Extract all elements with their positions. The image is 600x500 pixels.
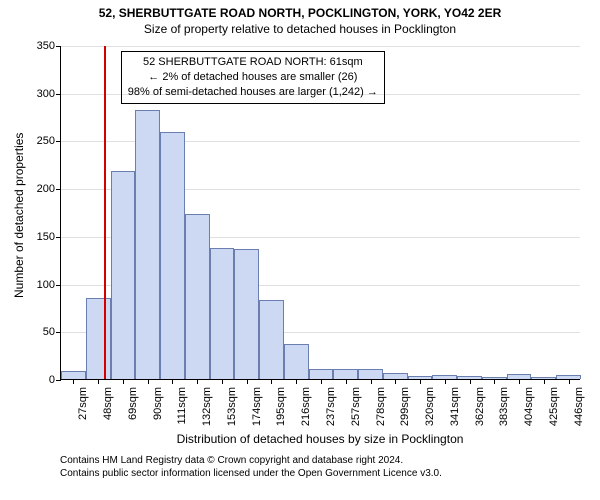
histogram-bar xyxy=(185,214,210,379)
x-tick-mark xyxy=(395,379,396,384)
x-tick-mark xyxy=(98,379,99,384)
property-size-histogram: 52, SHERBUTTGATE ROAD NORTH, POCKLINGTON… xyxy=(0,0,600,500)
x-tick-mark xyxy=(123,379,124,384)
histogram-bar xyxy=(210,248,235,379)
histogram-bar xyxy=(259,300,284,379)
y-tick-label: 350 xyxy=(37,40,61,52)
property-marker-line xyxy=(104,46,106,379)
x-tick-label: 111sqm xyxy=(176,387,188,425)
x-tick-label: 237sqm xyxy=(325,387,337,426)
histogram-bar xyxy=(135,110,160,379)
x-tick-mark xyxy=(346,379,347,384)
histogram-bar xyxy=(358,369,383,379)
x-tick-label: 174sqm xyxy=(251,387,263,426)
annotation-line-1: 52 SHERBUTTGATE ROAD NORTH: 61sqm xyxy=(128,55,378,70)
y-tick-label: 100 xyxy=(37,279,61,291)
x-tick-label: 404sqm xyxy=(523,387,535,426)
attribution-line-1: Contains HM Land Registry data © Crown c… xyxy=(60,454,442,467)
x-tick-label: 216sqm xyxy=(300,387,312,426)
y-tick-label: 250 xyxy=(37,135,61,147)
y-tick-label: 50 xyxy=(43,326,61,338)
histogram-bar xyxy=(86,298,111,379)
y-tick-label: 0 xyxy=(49,374,61,386)
x-tick-label: 90sqm xyxy=(152,387,164,420)
x-tick-mark xyxy=(494,379,495,384)
x-tick-label: 383sqm xyxy=(498,387,510,426)
x-tick-label: 195sqm xyxy=(275,387,287,426)
annotation-line-2: ← 2% of detached houses are smaller (26) xyxy=(128,70,378,85)
attribution-text: Contains HM Land Registry data © Crown c… xyxy=(60,454,442,480)
histogram-bar xyxy=(160,132,185,379)
plot-area: 05010015020025030035027sqm48sqm69sqm90sq… xyxy=(60,46,580,380)
y-tick-label: 200 xyxy=(37,183,61,195)
x-tick-mark xyxy=(321,379,322,384)
x-tick-mark xyxy=(247,379,248,384)
x-tick-mark xyxy=(73,379,74,384)
attribution-line-2: Contains public sector information licen… xyxy=(60,467,442,480)
x-tick-label: 425sqm xyxy=(548,387,560,426)
x-tick-mark xyxy=(371,379,372,384)
x-tick-label: 48sqm xyxy=(102,387,114,420)
x-tick-mark xyxy=(420,379,421,384)
x-tick-mark xyxy=(172,379,173,384)
x-tick-label: 341sqm xyxy=(449,387,461,426)
x-tick-label: 257sqm xyxy=(350,387,362,426)
annotation-line-3: 98% of semi-detached houses are larger (… xyxy=(128,85,378,100)
y-tick-label: 300 xyxy=(37,88,61,100)
x-tick-mark xyxy=(470,379,471,384)
x-tick-label: 446sqm xyxy=(573,387,585,426)
chart-title-main: 52, SHERBUTTGATE ROAD NORTH, POCKLINGTON… xyxy=(0,0,600,20)
x-axis-label: Distribution of detached houses by size … xyxy=(177,432,464,446)
annotation-box: 52 SHERBUTTGATE ROAD NORTH: 61sqm← 2% of… xyxy=(121,51,385,104)
histogram-bar xyxy=(309,369,334,379)
x-tick-label: 153sqm xyxy=(226,387,238,426)
x-tick-mark xyxy=(296,379,297,384)
x-tick-mark xyxy=(197,379,198,384)
histogram-bar xyxy=(111,171,136,379)
x-tick-label: 278sqm xyxy=(375,387,387,426)
histogram-bar xyxy=(234,249,259,379)
histogram-bar xyxy=(284,344,309,379)
x-tick-label: 27sqm xyxy=(77,387,89,420)
x-tick-label: 299sqm xyxy=(399,387,411,426)
histogram-bar xyxy=(61,371,86,379)
x-tick-label: 362sqm xyxy=(474,387,486,426)
y-axis-label: Number of detached properties xyxy=(12,133,26,298)
x-tick-mark xyxy=(271,379,272,384)
histogram-bar xyxy=(333,369,358,379)
x-tick-mark xyxy=(569,379,570,384)
y-tick-label: 150 xyxy=(37,231,61,243)
x-tick-mark xyxy=(148,379,149,384)
gridline-h xyxy=(61,46,580,47)
x-tick-mark xyxy=(222,379,223,384)
x-tick-mark xyxy=(544,379,545,384)
x-tick-label: 69sqm xyxy=(127,387,139,420)
chart-title-sub: Size of property relative to detached ho… xyxy=(0,20,600,36)
x-tick-mark xyxy=(519,379,520,384)
x-tick-mark xyxy=(445,379,446,384)
x-tick-label: 320sqm xyxy=(424,387,436,426)
x-tick-label: 132sqm xyxy=(201,387,213,426)
